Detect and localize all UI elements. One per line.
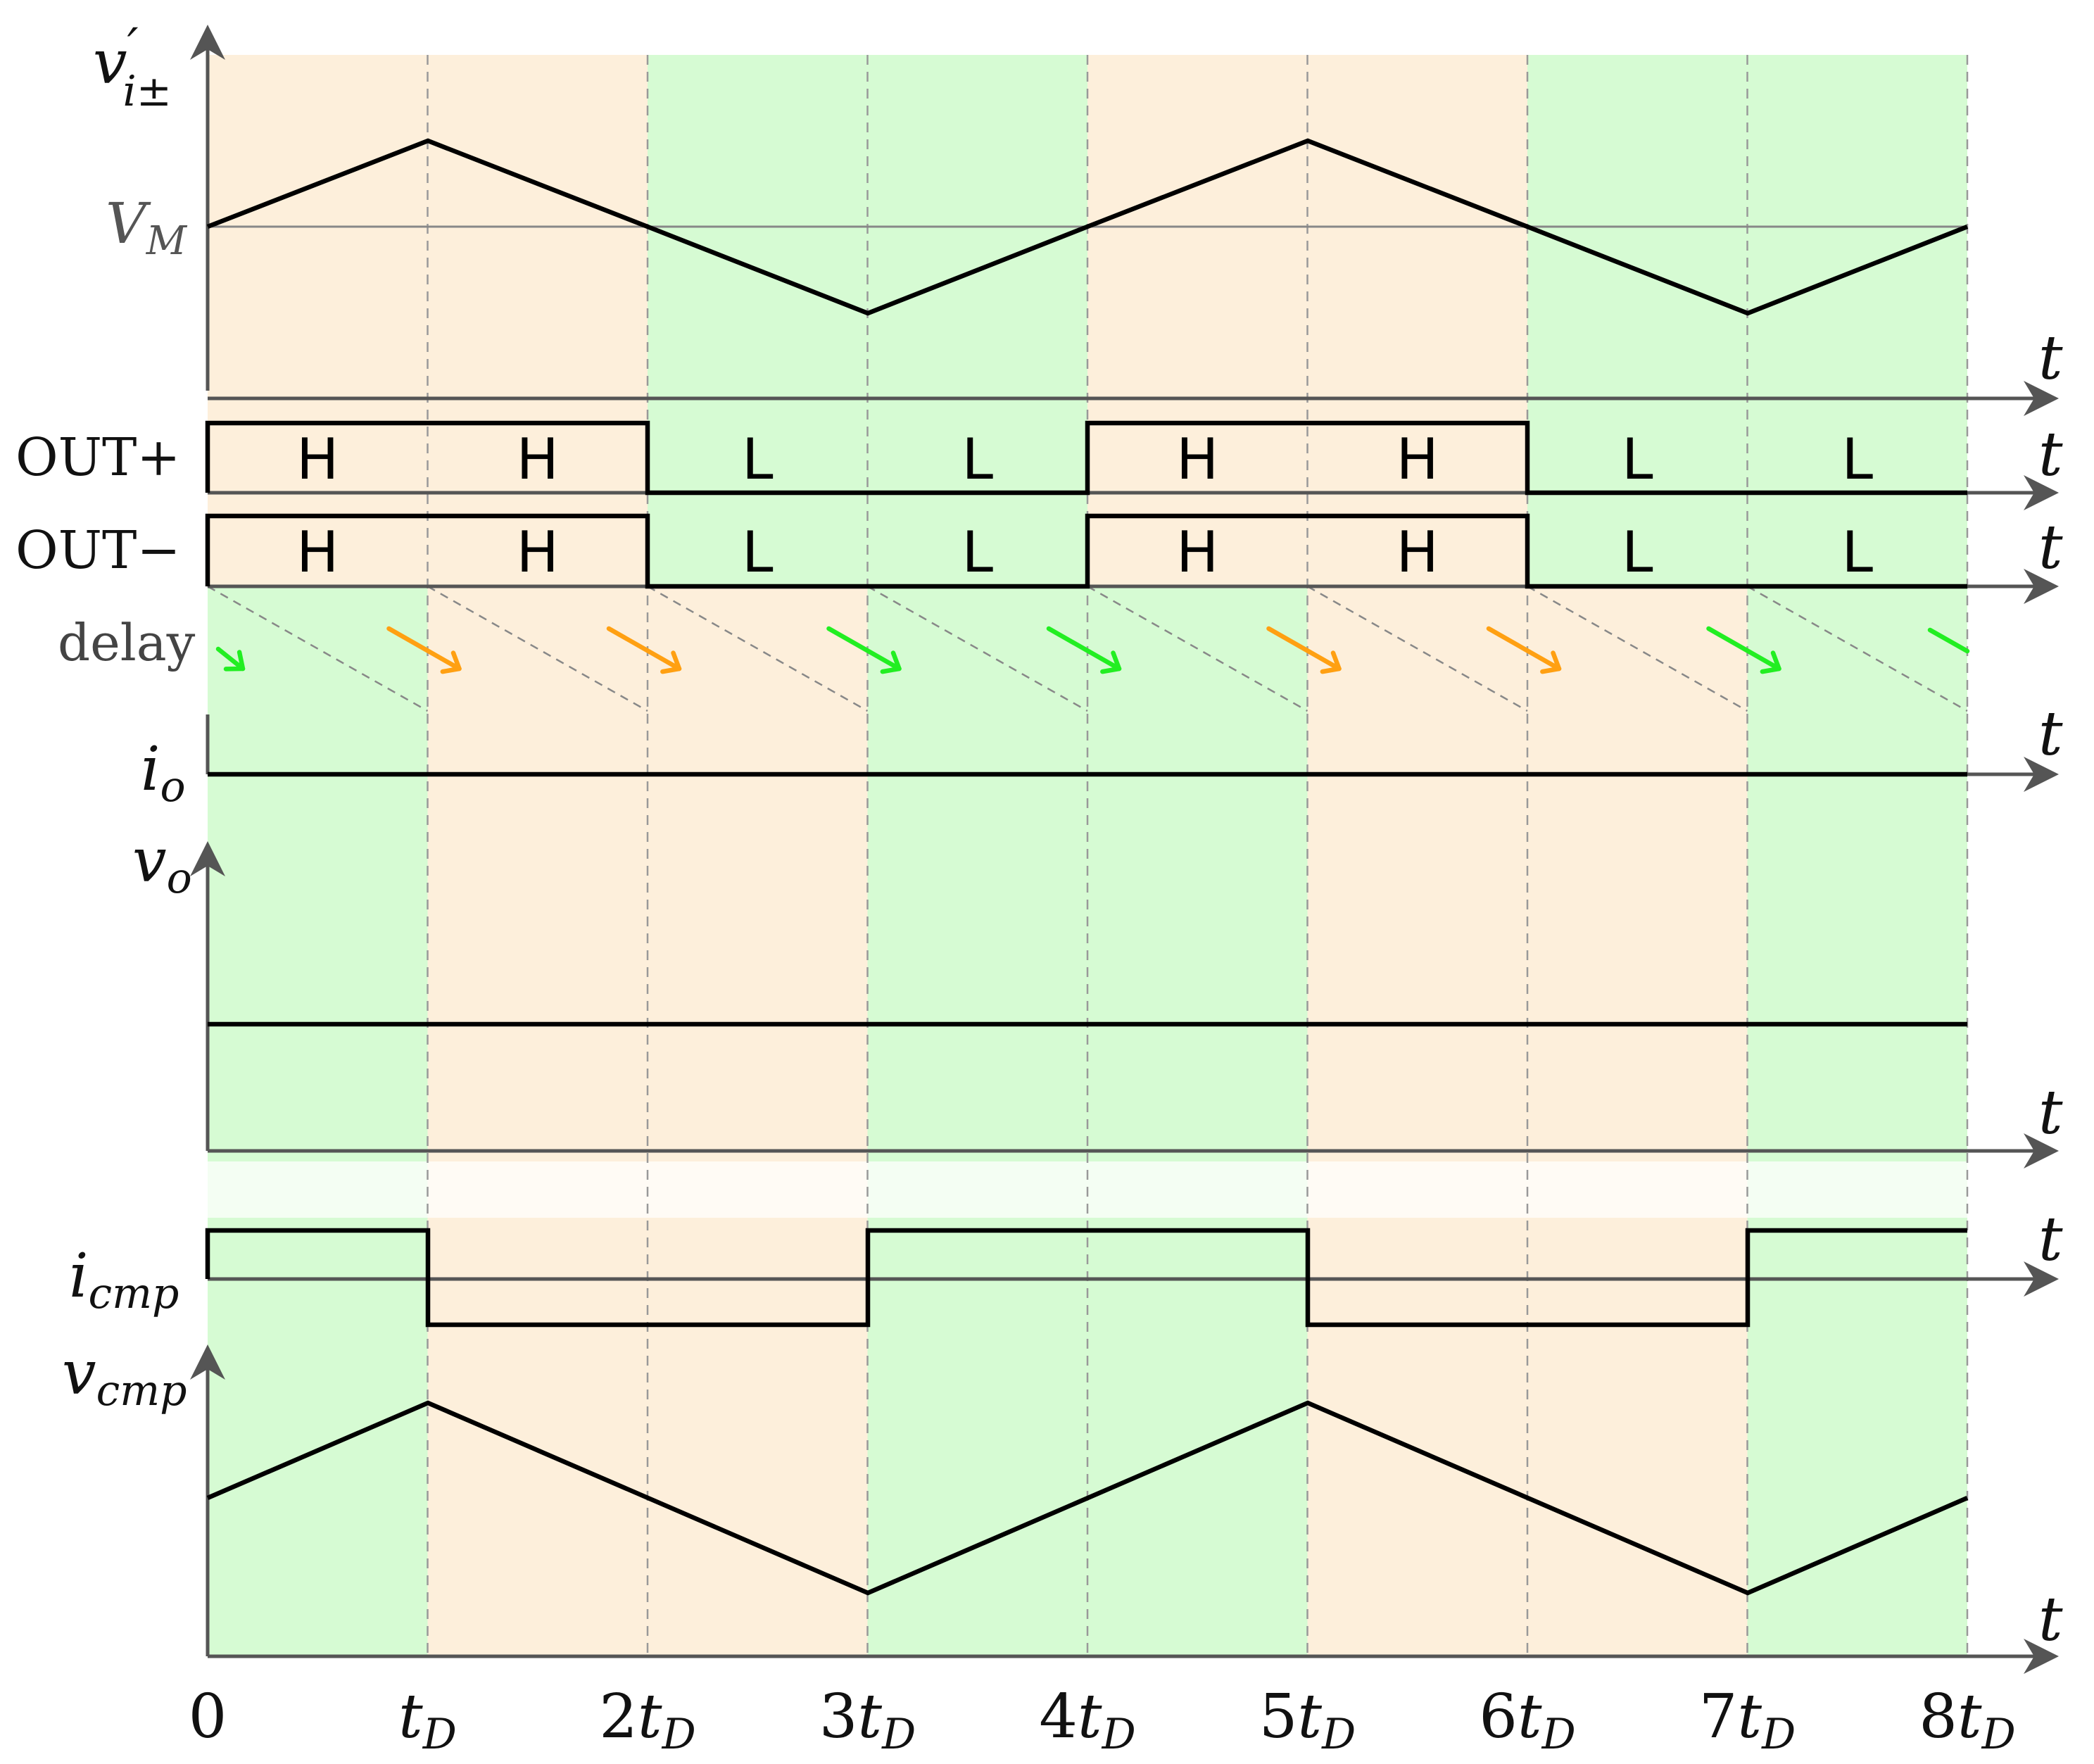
out-minus-state-0: H <box>296 519 339 585</box>
out-plus-state-3: L <box>961 427 993 492</box>
vo-label: vo <box>132 826 192 903</box>
t-label-vi: t <box>2038 323 2063 393</box>
delay-label: delay <box>58 613 196 672</box>
out-minus-state-1: H <box>517 519 559 585</box>
delay-arrow-4 <box>1046 626 1122 674</box>
delay-diagonal-3 <box>866 585 1088 712</box>
out-minus-state-4: H <box>1176 519 1218 585</box>
out-minus-wave <box>205 513 1967 589</box>
out-minus-state-7: L <box>1841 519 1873 585</box>
background-regions <box>208 55 1967 1656</box>
vcmp-triangle-wave <box>206 1400 1969 1596</box>
region-low-5 <box>1307 586 1527 1656</box>
t-label-out-plus: t <box>2038 420 2063 490</box>
out-plus-state-5: H <box>1396 427 1439 492</box>
region-top-2 <box>648 55 868 586</box>
vi-label: v′ i± <box>93 18 172 116</box>
out-plus-state-1: H <box>517 427 559 492</box>
region-top-6 <box>1527 55 1748 586</box>
vm-label: VM <box>106 191 188 264</box>
delay-arrow-1 <box>386 626 462 674</box>
delay-arrow-2 <box>606 626 682 674</box>
vcmp-label: vcmp <box>62 1338 187 1416</box>
x-tick-4: 4tD <box>1039 1682 1135 1759</box>
region-low-4 <box>1087 586 1308 1656</box>
delay-diagonal-1 <box>427 585 648 712</box>
x-tick-1: tD <box>398 1682 457 1759</box>
out-plus-state-7: L <box>1841 427 1873 492</box>
icmp-square-wave <box>205 1228 1967 1328</box>
x-tick-labels: 0 tD 2tD 3tD 4tD 5tD 6tD 7tD 8tD <box>189 1682 2016 1759</box>
region-top-4 <box>1087 55 1308 586</box>
out-minus-state-3: L <box>961 519 993 585</box>
region-low-7 <box>1747 586 1967 1656</box>
icmp-label: icmp <box>69 1241 179 1318</box>
delay-arrow-0 <box>215 646 246 672</box>
delay-diagonal-6 <box>1527 585 1748 712</box>
x-tick-6: 6tD <box>1479 1682 1575 1759</box>
out-plus-state-4: H <box>1176 427 1218 492</box>
delay-arrow-6 <box>1486 626 1562 674</box>
region-low-3 <box>867 586 1087 1656</box>
out-minus-state-2: L <box>742 519 774 585</box>
grid-lines <box>427 55 1969 1656</box>
out-plus-label: OUT+ <box>15 427 180 488</box>
delay-diagonal-2 <box>647 585 869 712</box>
x-tick-7: 7tD <box>1699 1682 1796 1759</box>
t-label-io: t <box>2038 699 2063 769</box>
region-low-0 <box>208 586 428 1656</box>
delay-diagonal-5 <box>1306 585 1528 712</box>
out-plus-wave <box>205 420 1967 496</box>
out-plus-state-0: H <box>296 427 339 492</box>
out-plus-state-2: L <box>742 427 774 492</box>
x-tick-2: 2tD <box>599 1682 695 1759</box>
out-minus-state-5: H <box>1396 519 1439 585</box>
waveforms <box>205 138 1969 1596</box>
region-low-1 <box>427 586 648 1656</box>
x-tick-8: 8tD <box>1919 1682 2015 1759</box>
delay-arrow-partial <box>1927 627 1970 654</box>
time-axis-labels: t t t t t t t <box>2038 323 2063 1655</box>
region-top-5 <box>1307 55 1527 586</box>
delay-arrows <box>215 626 1970 674</box>
region-low-6 <box>1527 586 1748 1656</box>
x-tick-3: 3tD <box>819 1682 916 1759</box>
vi-triangle-wave <box>206 138 1969 316</box>
state-labels: H H L L H H L LH H L L H H L L <box>296 427 1873 585</box>
delay-diagonal-4 <box>1087 585 1308 712</box>
delay-diagonal-7 <box>1746 585 1968 712</box>
t-label-vcmp: t <box>2038 1585 2063 1655</box>
delay-diagonal-0 <box>207 585 429 712</box>
t-label-vo: t <box>2038 1078 2063 1148</box>
x-tick-0: 0 <box>189 1682 227 1752</box>
delay-arrow-7 <box>1706 626 1781 674</box>
delay-diagonals <box>207 585 1968 712</box>
region-top-7 <box>1747 55 1967 586</box>
delay-arrow-5 <box>1266 626 1342 674</box>
region-top-0 <box>208 55 428 586</box>
region-low-2 <box>648 586 868 1656</box>
region-top-3 <box>867 55 1087 586</box>
signal-labels: v′ i± VM OUT+ OUT− delay io vo icmp vcmp <box>15 18 196 1416</box>
out-minus-label: OUT− <box>15 520 180 581</box>
region-top-1 <box>427 55 648 586</box>
t-label-icmp: t <box>2038 1204 2063 1275</box>
out-minus-state-6: L <box>1622 519 1653 585</box>
x-tick-5: 5tD <box>1259 1682 1356 1759</box>
t-label-out-minus: t <box>2038 512 2063 583</box>
io-label: io <box>141 734 186 812</box>
out-plus-state-6: L <box>1622 427 1653 492</box>
delay-arrow-3 <box>826 626 902 674</box>
